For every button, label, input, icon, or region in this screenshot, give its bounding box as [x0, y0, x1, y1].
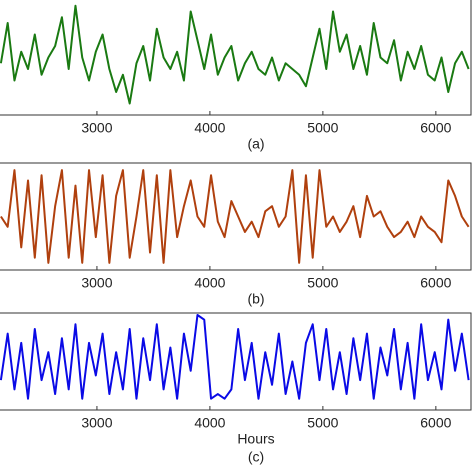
- x-tick-label: 4000: [194, 120, 225, 136]
- x-tick-label: 4000: [194, 415, 225, 431]
- x-tick-label: 3000: [81, 120, 112, 136]
- x-tick-label: 6000: [420, 120, 451, 136]
- data-line: [0, 4, 470, 105]
- x-tick-label: 5000: [307, 415, 338, 431]
- panel-label: (c): [248, 449, 264, 465]
- x-tick-label: 3000: [81, 415, 112, 431]
- x-tick-label: 3000: [81, 275, 112, 291]
- panel-frame: [0, 0, 472, 116]
- x-tick-label: 6000: [420, 275, 451, 291]
- x-tick-label: 4000: [194, 275, 225, 291]
- x-axis-label: Hours: [237, 431, 274, 447]
- panel-label: (b): [247, 291, 264, 307]
- x-tick-label: 5000: [307, 120, 338, 136]
- x-tick-label: 6000: [420, 415, 451, 431]
- panel-frame: [0, 162, 472, 271]
- x-tick-label: 5000: [307, 275, 338, 291]
- panel-frame: [0, 312, 472, 411]
- panel-label: (a): [247, 136, 264, 152]
- data-line: [0, 169, 470, 264]
- data-line: [0, 314, 470, 400]
